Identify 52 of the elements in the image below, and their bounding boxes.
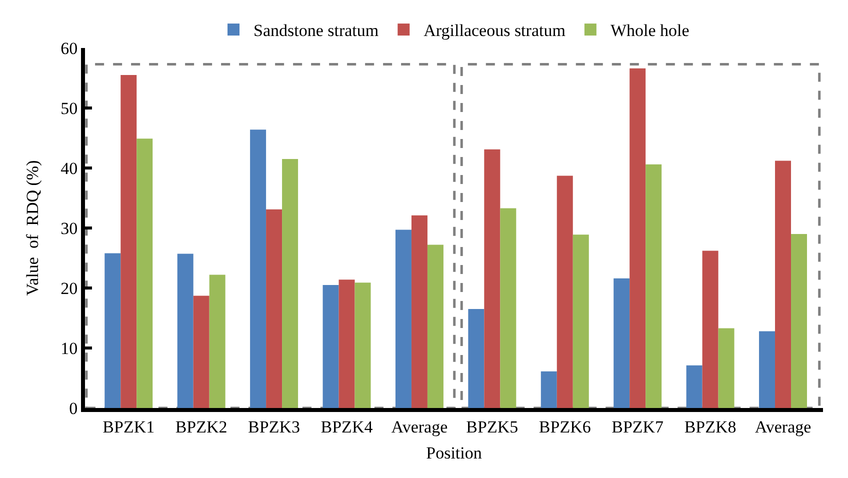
bar — [411, 215, 428, 408]
bar — [193, 296, 210, 408]
x-tick-label: Average — [754, 417, 812, 436]
bar — [500, 208, 516, 408]
bar — [718, 328, 734, 408]
bar — [484, 149, 500, 408]
y-tick-label: 0 — [69, 398, 78, 418]
y-tick-label: 40 — [60, 158, 78, 178]
y-tick-label: 60 — [60, 38, 78, 58]
bar — [266, 209, 282, 408]
bar — [572, 234, 589, 408]
bar — [104, 253, 121, 408]
y-tick-label: 20 — [60, 278, 78, 298]
legend-label: Sandstone stratum — [254, 21, 379, 40]
bar — [791, 234, 807, 408]
x-tick-label: BPZK2 — [175, 417, 228, 436]
bar — [177, 254, 194, 408]
bar — [646, 164, 662, 408]
x-tick-label: BPZK7 — [612, 417, 664, 436]
bar — [120, 75, 137, 408]
bar — [209, 274, 226, 408]
bar — [614, 278, 630, 408]
y-axis-title: Value of RDQ (%) — [23, 160, 42, 296]
x-tick-label: BPZK8 — [684, 417, 736, 436]
bar — [556, 176, 573, 408]
bar — [322, 285, 339, 408]
bar — [282, 159, 298, 408]
x-tick-label: BPZK4 — [320, 417, 374, 436]
bar — [630, 68, 646, 408]
bar — [468, 309, 484, 408]
bar — [775, 160, 792, 408]
y-tick-label: 30 — [60, 218, 78, 238]
bar — [427, 244, 444, 408]
bar — [702, 250, 718, 408]
x-axis-title: Position — [426, 443, 482, 462]
y-tick-label: 10 — [60, 338, 78, 358]
x-tick-label: BPZK5 — [466, 417, 518, 436]
x-tick-label: BPZK1 — [102, 417, 155, 436]
bar — [136, 138, 153, 408]
bar — [250, 130, 266, 408]
legend-label: Whole hole — [610, 21, 690, 40]
bar — [759, 331, 776, 408]
legend-label: Argillaceous stratum — [424, 21, 566, 40]
bar — [354, 282, 371, 408]
bar — [686, 365, 702, 408]
x-tick-label: BPZK3 — [248, 417, 300, 436]
y-tick-label: 50 — [60, 98, 78, 118]
x-tick-label: BPZK6 — [538, 417, 591, 436]
bar — [338, 280, 355, 408]
bar — [540, 371, 557, 408]
x-tick-label: Average — [391, 417, 448, 436]
bar — [395, 230, 412, 408]
